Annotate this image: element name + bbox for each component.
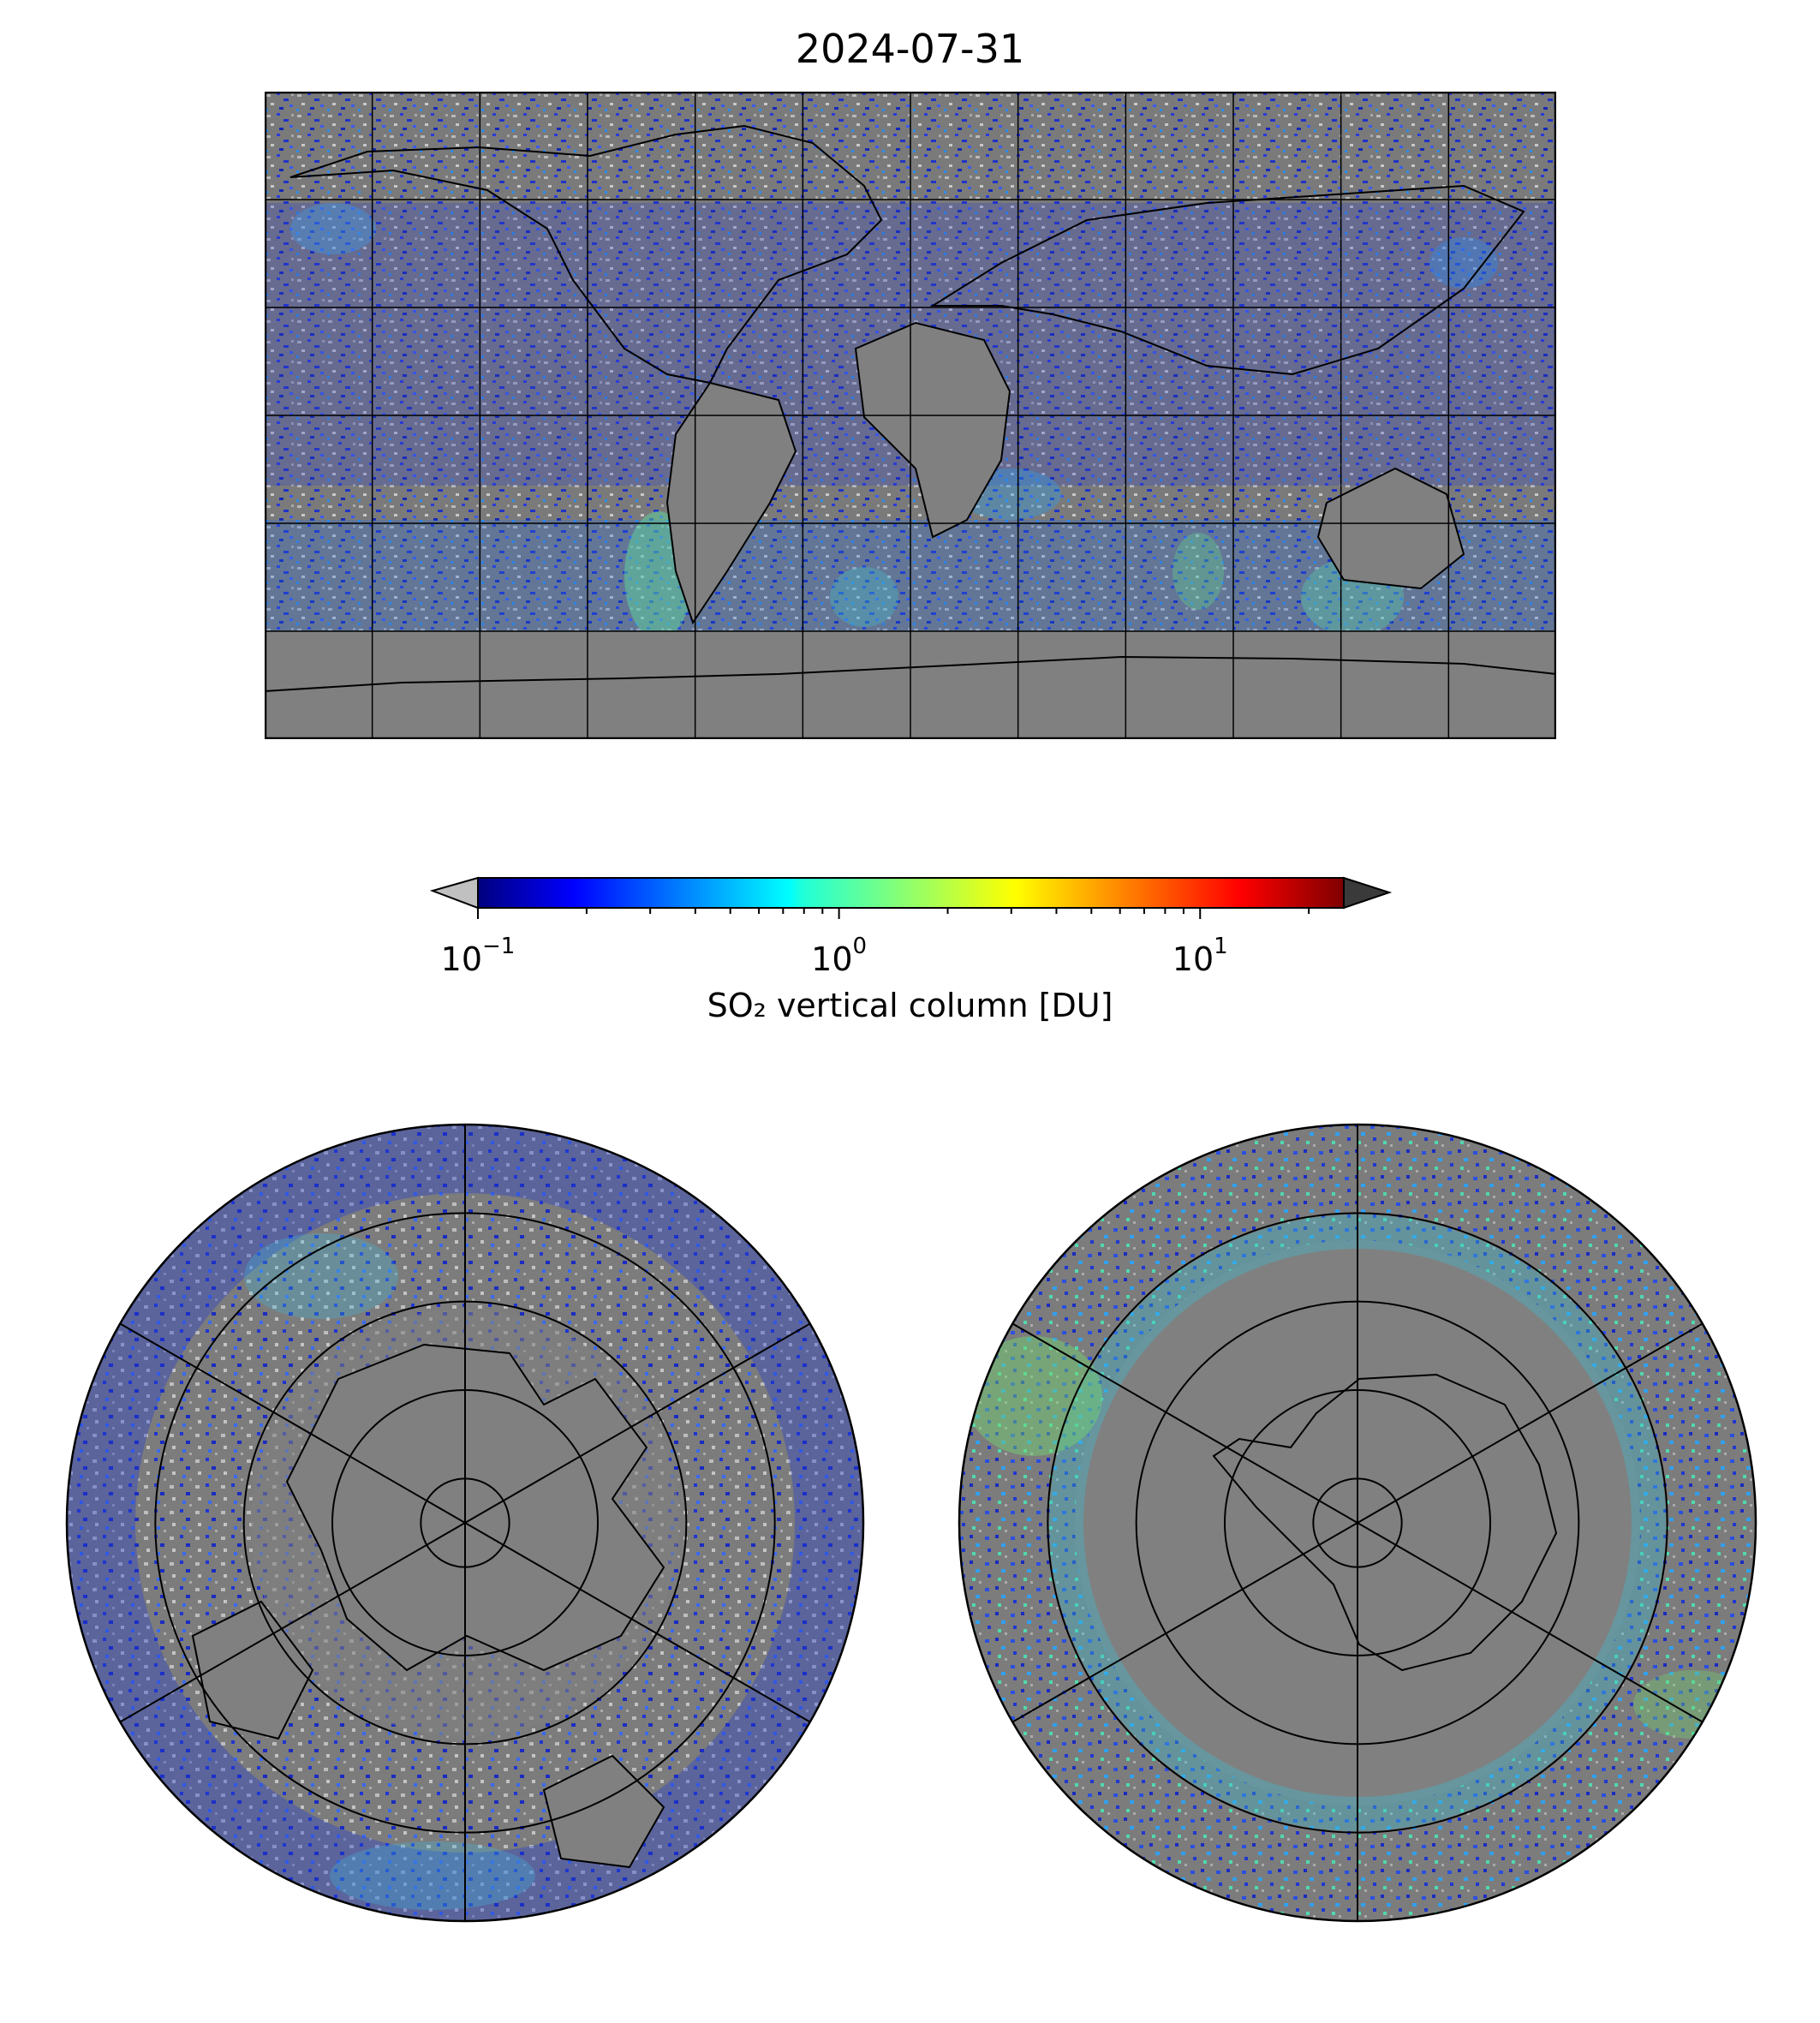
colorbar-ticks (477, 908, 1310, 919)
meridian-line (464, 1322, 811, 1524)
meridian-line (464, 1522, 811, 1723)
colorbar-tick-label: 10−1 (440, 934, 516, 978)
graticule (265, 92, 1556, 739)
south-polar-map (958, 1123, 1757, 1923)
south-graticule (1011, 1125, 1704, 1921)
global-map (265, 92, 1556, 739)
north-polar-map (65, 1123, 865, 1923)
figure-title: 2024-07-31 (795, 26, 1025, 72)
coastlines (265, 124, 1556, 692)
meridian-line (1011, 1322, 1358, 1524)
colorbar-label: SO₂ vertical column [DU] (707, 987, 1113, 1024)
north-map-frame (65, 1123, 865, 1923)
south-map-frame (958, 1123, 1757, 1923)
meridian-line (119, 1322, 466, 1524)
north-graticule (119, 1125, 811, 1921)
map-frame (265, 92, 1556, 739)
meridian-line (119, 1522, 466, 1723)
meridian-line (1357, 1522, 1704, 1723)
colorbar-gradient (477, 877, 1345, 909)
colorbar-extend-high (1343, 876, 1393, 910)
meridian-line (1011, 1522, 1358, 1723)
colorbar-extend-low (429, 876, 479, 910)
colorbar-tick-label: 100 (811, 934, 868, 978)
colorbar (429, 876, 1393, 919)
meridian-line (1357, 1322, 1704, 1524)
colorbar-tick-label: 101 (1172, 934, 1228, 978)
